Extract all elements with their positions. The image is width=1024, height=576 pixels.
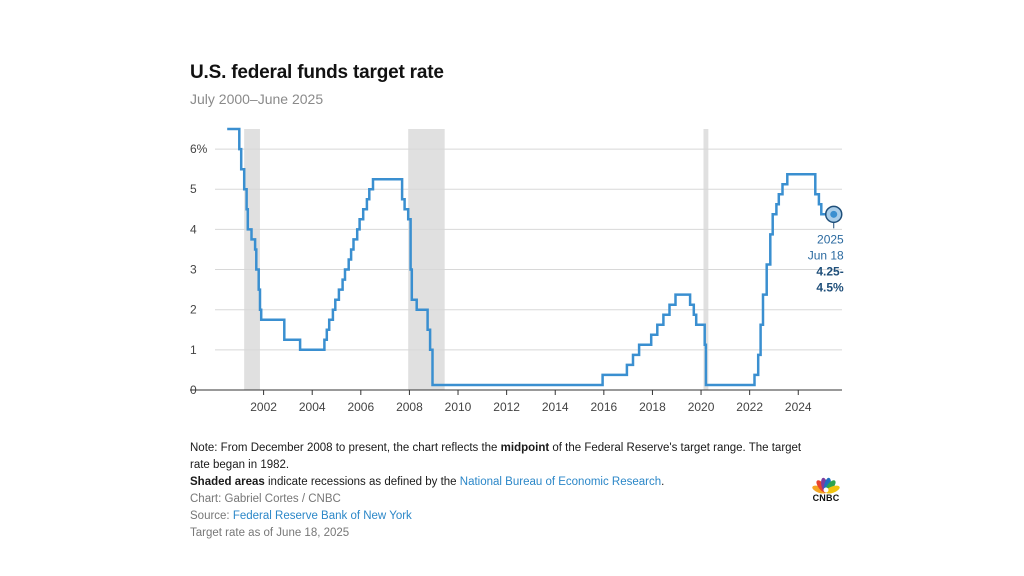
x-tick-label: 2006 — [347, 400, 374, 414]
annotation-label: 4.25- — [816, 264, 843, 278]
cnbc-peacock-icon — [812, 477, 840, 494]
x-tick-label: 2020 — [688, 400, 715, 414]
annotation-label: Jun 18 — [808, 248, 844, 262]
chart-title: U.S. federal funds target rate — [190, 62, 444, 83]
nber-link[interactable]: National Bureau of Economic Research — [459, 476, 662, 488]
source-line: Source: Federal Reserve Bank of New York — [190, 510, 412, 522]
y-tick-label: 5 — [190, 182, 197, 196]
x-tick-label: 2012 — [493, 400, 520, 414]
x-tick-label: 2016 — [590, 400, 617, 414]
x-tick-label: 2014 — [542, 400, 569, 414]
x-tick-label: 2022 — [736, 400, 763, 414]
chart-notes: Note: From December 2008 to present, the… — [190, 440, 810, 542]
y-tick-label: 2 — [190, 303, 197, 317]
y-tick-label: 4 — [190, 222, 197, 236]
rate-line — [227, 127, 834, 387]
chart-subtitle: July 2000–June 2025 — [190, 91, 324, 107]
annotation-label: 4.5% — [816, 280, 844, 294]
peacock-body — [823, 487, 829, 493]
recession-band — [408, 129, 445, 390]
x-tick-label: 2018 — [639, 400, 666, 414]
cnbc-logo: CNBC — [806, 474, 846, 504]
x-tick-label: 2002 — [250, 400, 277, 414]
chart-credit: Chart: Gabriel Cortes / CNBC — [190, 493, 341, 505]
cnbc-logo-text: CNBC — [812, 493, 840, 503]
target-date-note: Target rate as of June 18, 2025 — [190, 527, 350, 539]
annotation-dot — [830, 210, 838, 218]
recession-band — [244, 129, 260, 390]
peacock-feather — [825, 485, 840, 494]
shaded-note: Shaded areas indicate recessions as defi… — [190, 476, 665, 488]
note-text: Note: From December 2008 to present, the… — [190, 442, 802, 471]
annotation-label: 2025 — [817, 232, 844, 246]
source-link[interactable]: Federal Reserve Bank of New York — [232, 510, 412, 522]
x-tick-label: 2004 — [299, 400, 326, 414]
y-tick-label: 6% — [190, 142, 208, 156]
y-tick-label: 3 — [190, 263, 197, 277]
x-tick-label: 2008 — [396, 400, 423, 414]
x-tick-label: 2024 — [785, 400, 812, 414]
recession-band — [703, 129, 709, 390]
y-tick-label: 1 — [190, 343, 197, 357]
x-tick-label: 2010 — [445, 400, 472, 414]
